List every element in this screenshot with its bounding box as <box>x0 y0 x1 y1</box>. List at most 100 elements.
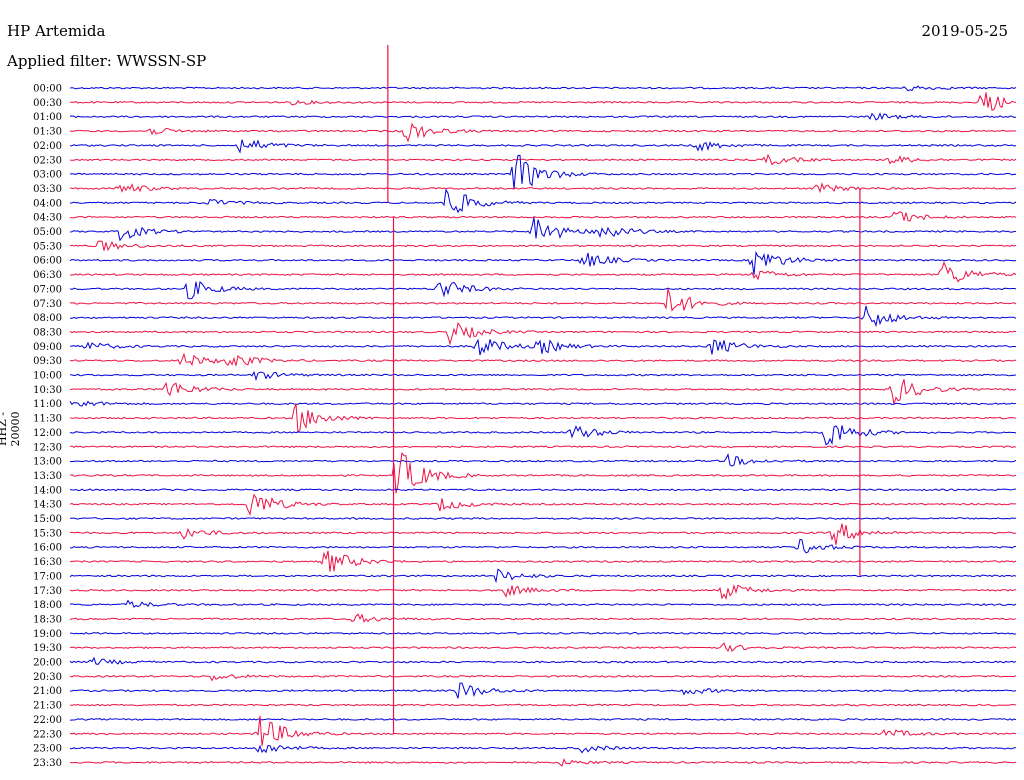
row-label: 10:30 <box>33 385 62 396</box>
trace-line <box>69 717 1017 721</box>
trace-line <box>69 703 1017 707</box>
trace-line <box>69 400 1017 407</box>
trace-line <box>69 550 1017 572</box>
row-label: 04:00 <box>33 198 62 209</box>
row-label: 18:30 <box>33 614 62 625</box>
row-label: 10:00 <box>33 371 62 382</box>
trace-line <box>69 112 1017 121</box>
trace-line <box>69 240 1017 252</box>
trace-line <box>69 153 1017 166</box>
row-label: 14:00 <box>33 485 62 496</box>
row-label: 18:00 <box>33 600 62 611</box>
trace-line <box>69 370 1017 382</box>
row-label: 14:30 <box>33 500 62 511</box>
row-label: 07:30 <box>33 299 62 310</box>
trace-line <box>69 517 1017 520</box>
row-label: 22:30 <box>33 729 62 740</box>
row-label: 05:30 <box>33 241 62 252</box>
trace-line <box>69 122 1017 143</box>
trace-line <box>69 674 1017 682</box>
row-label: 13:00 <box>33 457 62 468</box>
row-label: 06:30 <box>33 270 62 281</box>
trace-line <box>69 613 1017 623</box>
row-label: 20:30 <box>33 672 62 683</box>
record-date: 2019-05-25 <box>921 22 1008 40</box>
trace-line <box>69 488 1017 492</box>
trace-line <box>69 631 1017 635</box>
row-label: 11:30 <box>33 414 62 425</box>
row-label: 07:00 <box>33 284 62 295</box>
trace-line <box>69 85 1017 92</box>
trace-line <box>69 139 1017 154</box>
row-label: 12:30 <box>33 442 62 453</box>
trace-line <box>69 281 1017 300</box>
trace-line <box>69 682 1017 699</box>
trace-line <box>69 599 1017 608</box>
row-label: 04:30 <box>33 213 62 224</box>
row-label: 23:00 <box>33 744 62 755</box>
row-label: 05:00 <box>33 227 62 238</box>
trace-line <box>69 403 1017 434</box>
trace-line <box>69 715 1017 747</box>
row-label: 01:30 <box>33 127 62 138</box>
row-label: 15:30 <box>33 528 62 539</box>
trace-line <box>69 642 1017 653</box>
trace-line <box>69 379 1017 405</box>
trace-line <box>70 538 1017 554</box>
row-label: 17:00 <box>33 571 62 582</box>
trace-line <box>69 425 1017 446</box>
row-label: 21:00 <box>33 686 62 697</box>
trace-line <box>69 584 1017 600</box>
trace-line <box>69 305 1017 328</box>
row-label: 08:00 <box>33 313 62 324</box>
trace-line <box>69 211 1017 222</box>
trace-line <box>69 182 1017 194</box>
trace-line <box>69 338 1017 356</box>
row-label: 16:30 <box>33 557 62 568</box>
row-label: 11:00 <box>33 399 62 410</box>
row-label: 23:30 <box>33 758 62 769</box>
row-label: 08:30 <box>33 327 62 338</box>
trace-line <box>69 453 1017 467</box>
trace-line <box>69 758 1017 767</box>
row-label: 16:00 <box>33 543 62 554</box>
trace-line <box>69 451 1017 494</box>
row-label: 09:00 <box>33 342 62 353</box>
row-label: 19:00 <box>33 629 62 640</box>
row-label: 02:00 <box>33 141 62 152</box>
row-label: 13:30 <box>33 471 62 482</box>
trace-line <box>69 656 1017 665</box>
row-label: 03:00 <box>33 170 62 181</box>
trace-line <box>69 568 1017 584</box>
row-label: 17:30 <box>33 586 62 597</box>
trace-line <box>69 445 1017 449</box>
trace-line <box>69 217 1017 242</box>
trace-line <box>69 288 1017 312</box>
trace-line <box>69 493 1017 517</box>
row-label: 21:30 <box>33 701 62 712</box>
trace-line <box>69 352 1017 367</box>
row-label: 00:30 <box>33 98 62 109</box>
row-label: 15:00 <box>33 514 62 525</box>
row-label: 22:00 <box>33 715 62 726</box>
filter-label: Applied filter: WWSSN-SP <box>7 52 207 70</box>
row-label: 03:30 <box>33 184 62 195</box>
row-label: 02:30 <box>33 155 62 166</box>
trace-line <box>69 188 1017 214</box>
trace-line <box>69 92 1017 111</box>
station-name: HP Artemida <box>7 22 106 40</box>
row-label: 12:00 <box>33 428 62 439</box>
row-label: 09:30 <box>33 356 62 367</box>
row-label: 00:00 <box>33 84 62 95</box>
trace-line <box>69 523 1017 545</box>
trace-line <box>69 261 1017 283</box>
trace-line <box>69 154 1017 190</box>
trace-line <box>69 744 1016 754</box>
row-label: 19:30 <box>33 643 62 654</box>
row-label: 20:00 <box>33 658 62 669</box>
row-label: 06:00 <box>33 256 62 267</box>
trace-line <box>69 321 1017 346</box>
row-label: 01:00 <box>33 112 62 123</box>
trace-line <box>69 250 1017 275</box>
